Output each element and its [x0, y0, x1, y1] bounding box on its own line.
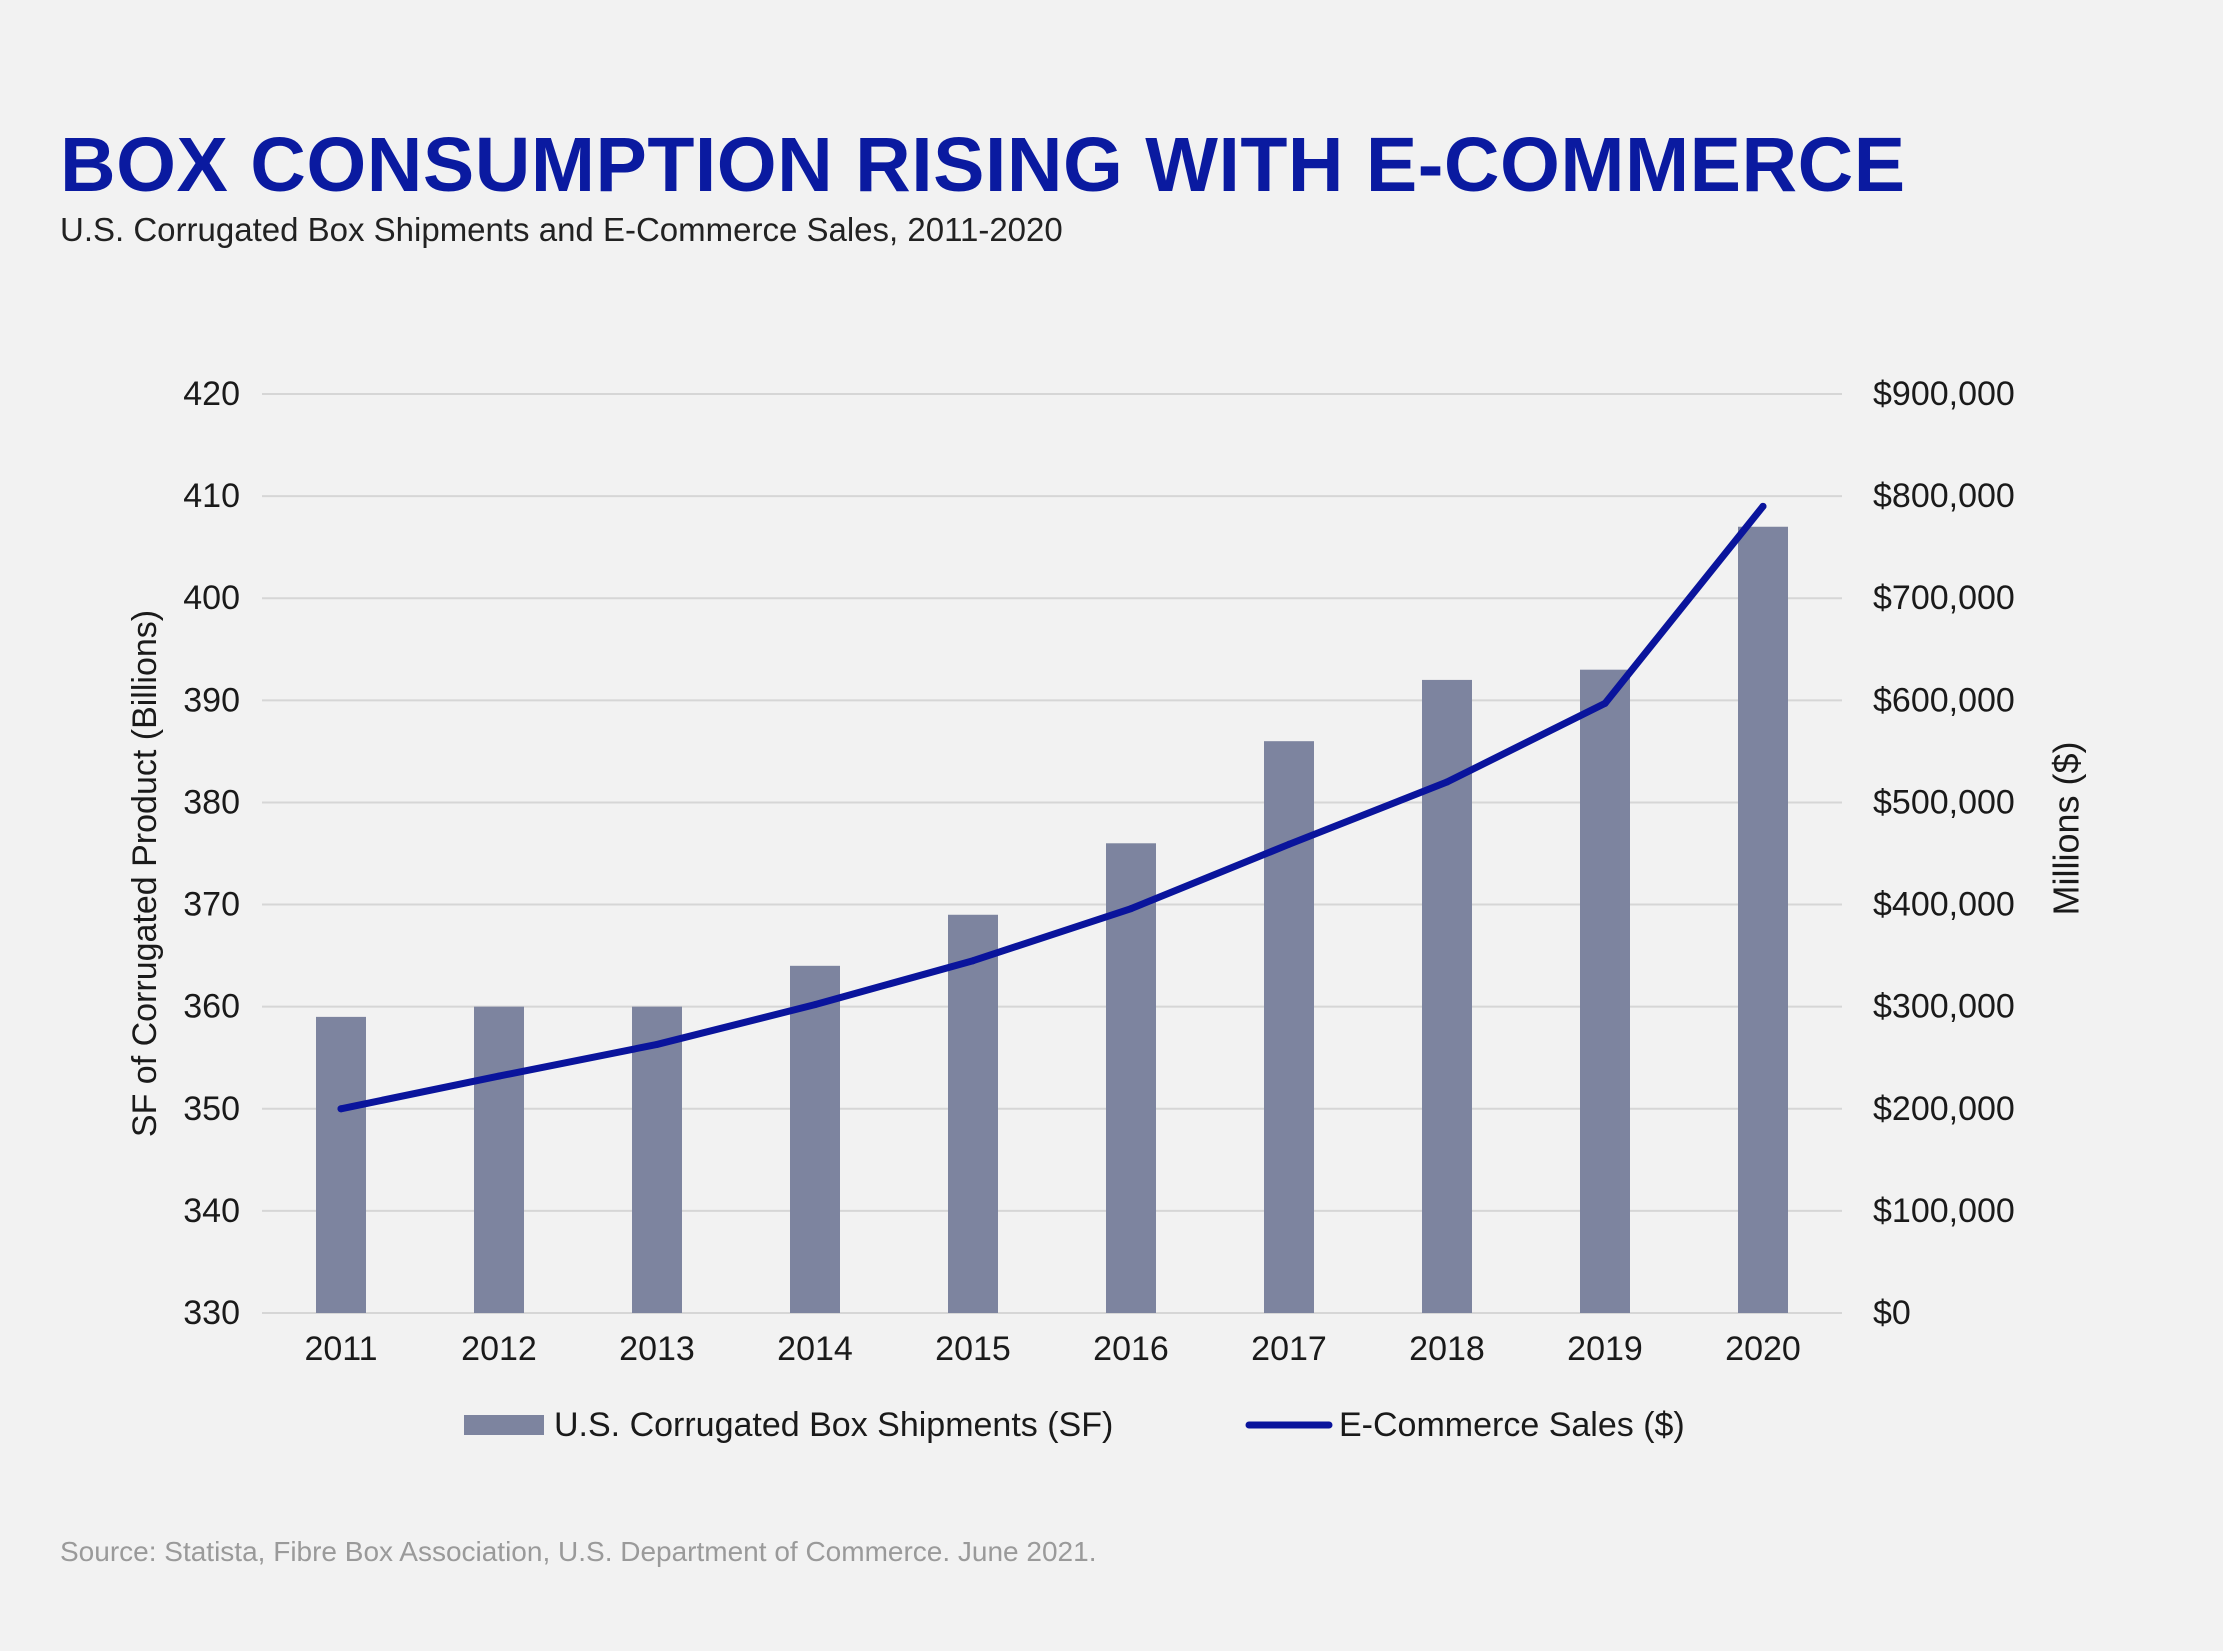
bar	[948, 914, 998, 1313]
y-tick-label: 420	[183, 375, 240, 413]
y2-tick-label: $600,000	[1873, 681, 2015, 719]
y2-tick-label: $0	[1873, 1294, 1911, 1332]
chart-subtitle: U.S. Corrugated Box Shipments and E-Comm…	[60, 211, 1063, 248]
chart-title: BOX CONSUMPTION RISING WITH E-COMMERCE	[60, 122, 1906, 208]
line-point	[1285, 840, 1293, 848]
y-tick-label: 360	[183, 988, 240, 1026]
line-point	[337, 1105, 345, 1113]
x-tick-label: 2014	[777, 1330, 853, 1368]
y-tick-label: 410	[183, 477, 240, 515]
line-point	[811, 1001, 819, 1009]
e-commerce-sales-line	[337, 502, 1767, 1113]
y-tick-label: 350	[183, 1090, 240, 1128]
line-point	[1127, 905, 1135, 913]
bar	[1580, 669, 1630, 1313]
bars	[316, 526, 1788, 1313]
y2-tick-label: $700,000	[1873, 579, 2015, 617]
source-note: Source: Statista, Fibre Box Association,…	[60, 1536, 1097, 1567]
bar	[790, 965, 840, 1313]
y2-tick-label: $300,000	[1873, 988, 2015, 1026]
line-point	[1759, 502, 1767, 510]
line-point	[1443, 778, 1451, 786]
x-tick-label: 2016	[1093, 1330, 1169, 1368]
y-tick-label: 400	[183, 579, 240, 617]
bar	[474, 1006, 524, 1313]
bar	[1738, 526, 1788, 1313]
x-tick-label: 2019	[1567, 1330, 1643, 1368]
x-tick-label: 2017	[1251, 1330, 1327, 1368]
y-tick-label: 370	[183, 886, 240, 924]
x-tick-label: 2011	[304, 1330, 377, 1368]
y-tick-label: 380	[183, 783, 240, 821]
bar	[316, 1016, 366, 1313]
y-axis-label: SF of Corrugated Product (Billions)	[126, 610, 164, 1137]
line-point	[1601, 699, 1609, 707]
y2-tick-label: $500,000	[1873, 783, 2015, 821]
y-tick-label: 340	[183, 1192, 240, 1230]
line-series	[337, 502, 1767, 1113]
legend-label-line: E-Commerce Sales ($)	[1339, 1406, 1685, 1444]
bar	[1106, 843, 1156, 1313]
gridlines	[262, 393, 1842, 1314]
legend-swatch-bars	[464, 1415, 544, 1435]
line-point	[653, 1040, 661, 1048]
line-point	[495, 1072, 503, 1080]
bar	[1264, 741, 1314, 1313]
y2-tick-label: $100,000	[1873, 1192, 2015, 1230]
legend-label-bars: U.S. Corrugated Box Shipments (SF)	[554, 1406, 1113, 1444]
y2-axis-label: Millions ($)	[2046, 741, 2087, 915]
line-point	[969, 957, 977, 965]
y2-tick-label: $200,000	[1873, 1090, 2015, 1128]
x-tick-label: 2015	[935, 1330, 1011, 1368]
axis-ticks: 330 340 350 360 370 380 390 400 410 420 $0 $100,000…	[183, 375, 2015, 1368]
y2-tick-label: $800,000	[1873, 477, 2015, 515]
x-tick-label: 2018	[1409, 1330, 1485, 1368]
x-tick-label: 2012	[461, 1330, 537, 1368]
x-tick-label: 2013	[619, 1330, 695, 1368]
y2-tick-label: $400,000	[1873, 886, 2015, 924]
x-tick-label: 2020	[1725, 1330, 1801, 1368]
y2-tick-label: $900,000	[1873, 375, 2015, 413]
bar	[632, 1006, 682, 1313]
y-tick-label: 390	[183, 681, 240, 719]
legend: U.S. Corrugated Box Shipments (SF) E-Com…	[464, 1406, 1685, 1444]
y-tick-label: 330	[183, 1294, 240, 1332]
